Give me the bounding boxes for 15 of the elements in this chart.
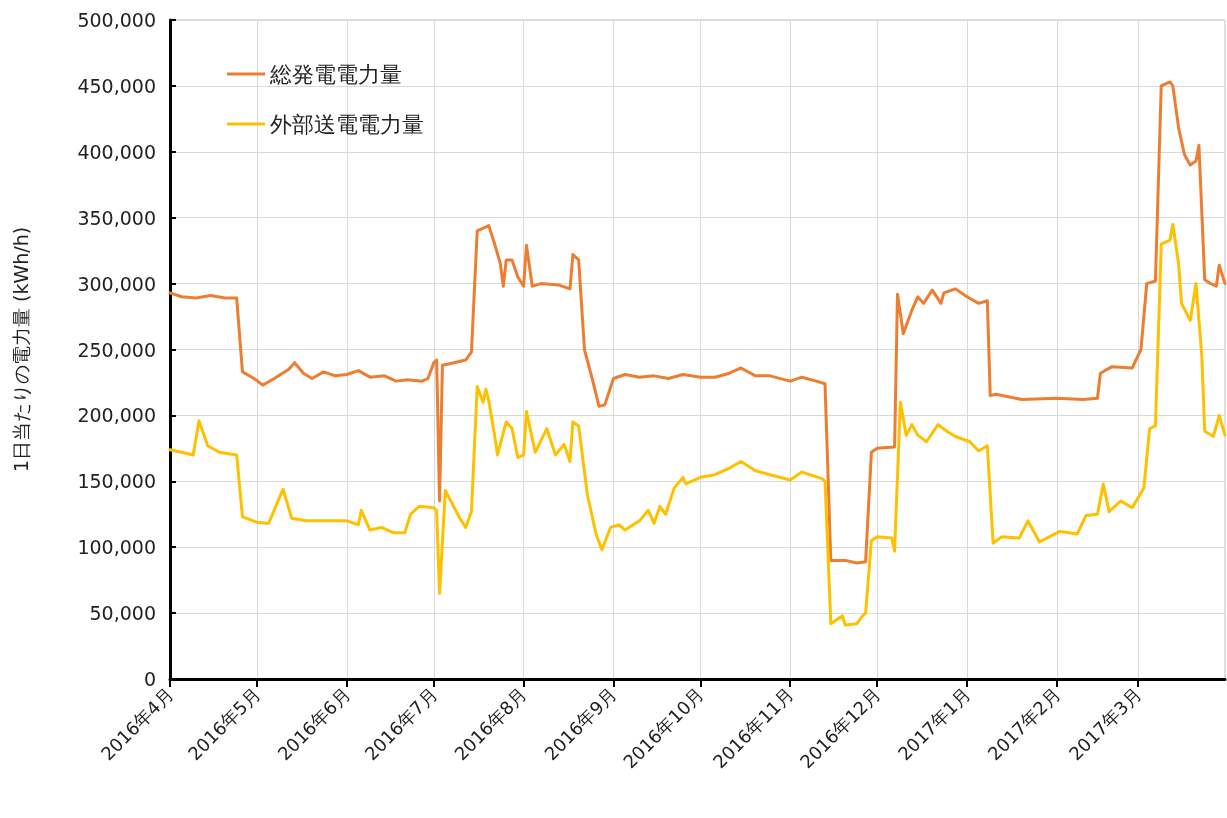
y-tick-label: 100,000 [77,536,156,559]
legend-label: 総発電電力量 [269,61,402,87]
y-tick-label: 150,000 [77,470,156,493]
y-tick-label: 250,000 [77,338,156,361]
y-tick-label: 350,000 [77,206,156,229]
y-tick-label: 50,000 [89,602,156,625]
y-tick-label: 300,000 [77,272,156,295]
legend-label: 外部送電電力量 [270,111,424,137]
line-series [168,222,1227,627]
y-tick-label: 200,000 [77,404,156,427]
y-tick-label: 400,000 [77,140,156,163]
y-tick-label: 500,000 [77,9,156,31]
y-tick-label: 450,000 [77,74,156,97]
y-axis-title: 1日当たりの電力量 (kWh/h) [9,226,32,473]
y-tick-label: 0 [143,668,156,690]
